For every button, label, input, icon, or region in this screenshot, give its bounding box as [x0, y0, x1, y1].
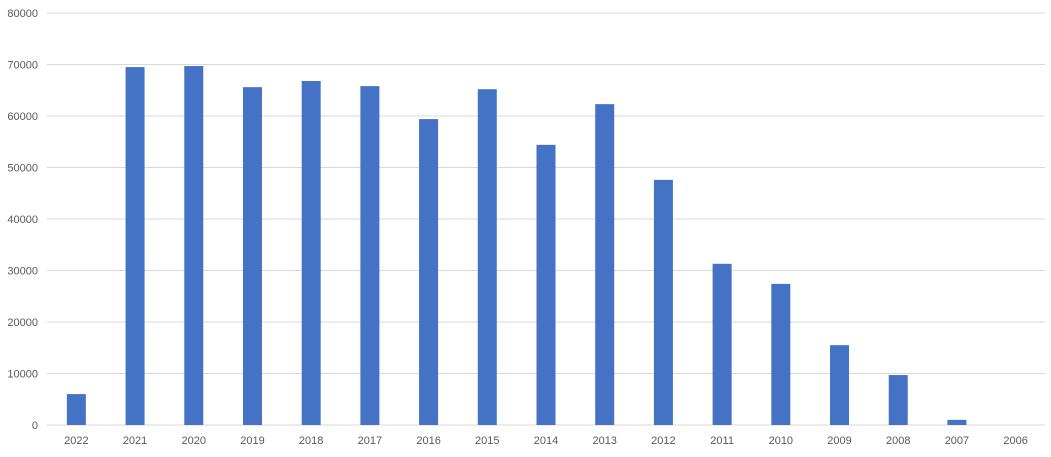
x-tick-label: 2015: [475, 435, 499, 447]
y-tick-label: 70000: [7, 60, 38, 72]
y-tick-label: 30000: [7, 266, 38, 278]
x-tick-label: 2019: [240, 435, 264, 447]
bar-2012: [653, 179, 673, 425]
bar-2014: [536, 144, 556, 425]
x-tick-label: 2006: [1003, 435, 1027, 447]
y-tick-label: 80000: [7, 8, 38, 20]
y-tick-label: 20000: [7, 317, 38, 329]
x-tick-label: 2008: [886, 435, 910, 447]
bar-2016: [419, 119, 439, 425]
bar-2020: [184, 66, 204, 426]
x-tick-label: 2010: [769, 435, 793, 447]
y-tick-label: 40000: [7, 214, 38, 226]
x-tick-label: 2011: [710, 435, 734, 447]
x-tick-label: 2009: [827, 435, 851, 447]
bar-2011: [712, 263, 732, 425]
bar-2009: [830, 345, 850, 425]
x-tick-label: 2012: [651, 435, 675, 447]
y-tick-label: 60000: [7, 111, 38, 123]
x-tick-label: 2021: [123, 435, 147, 447]
y-tick-label: 10000: [7, 369, 38, 381]
bar-2021: [125, 67, 145, 425]
x-tick-label: 2014: [534, 435, 558, 447]
bar-2015: [477, 89, 497, 425]
bar-2019: [242, 87, 262, 425]
x-tick-label: 2017: [358, 435, 382, 447]
x-tick-label: 2013: [592, 435, 616, 447]
bar-2022: [66, 394, 86, 425]
bar-2007: [947, 419, 967, 425]
bar-2008: [888, 375, 908, 425]
x-tick-label: 2022: [64, 435, 88, 447]
y-tick-label: 0: [32, 420, 38, 432]
bar-2010: [771, 283, 791, 425]
x-tick-label: 2007: [945, 435, 969, 447]
x-tick-label: 2018: [299, 435, 323, 447]
x-tick-label: 2020: [182, 435, 206, 447]
x-tick-label: 2016: [416, 435, 440, 447]
y-tick-label: 50000: [7, 163, 38, 175]
bar-2018: [301, 80, 321, 425]
bar-2013: [595, 104, 615, 425]
bar-2017: [360, 86, 380, 425]
